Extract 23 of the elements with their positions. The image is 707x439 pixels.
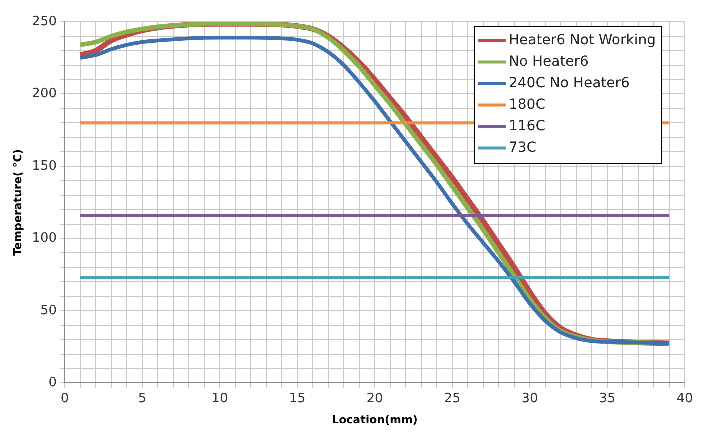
legend-label: 73C — [508, 140, 537, 156]
x-tick-label: 25 — [444, 391, 461, 406]
y-tick-label: 200 — [32, 86, 58, 102]
x-tick-label: 15 — [289, 391, 306, 406]
x-tick-label: 10 — [212, 391, 228, 406]
y-tick-label: 100 — [32, 231, 58, 246]
x-tick-label: 20 — [366, 391, 384, 406]
y-tick-label: 150 — [32, 158, 58, 174]
x-tick-label: 40 — [676, 391, 694, 406]
legend-label: 116C — [508, 118, 546, 134]
x-axis-title: Location(mm) — [332, 413, 418, 426]
legend-label: No Heater6 — [508, 54, 590, 70]
x-tick-label: 5 — [138, 391, 147, 406]
y-tick-label: 50 — [40, 303, 58, 318]
x-tick-label: 35 — [599, 391, 616, 406]
x-tick-label: 0 — [60, 391, 70, 406]
legend-label: Heater6 Not Working — [508, 32, 656, 48]
y-axis-title: Temperature( °C) — [11, 149, 24, 256]
y-tick-label: 250 — [32, 14, 58, 30]
legend-label: 180C — [508, 96, 546, 113]
legend-label: 240C No Heater6 — [508, 75, 630, 92]
x-tick-label: 30 — [522, 391, 538, 406]
y-tick-label: 0 — [48, 376, 58, 391]
